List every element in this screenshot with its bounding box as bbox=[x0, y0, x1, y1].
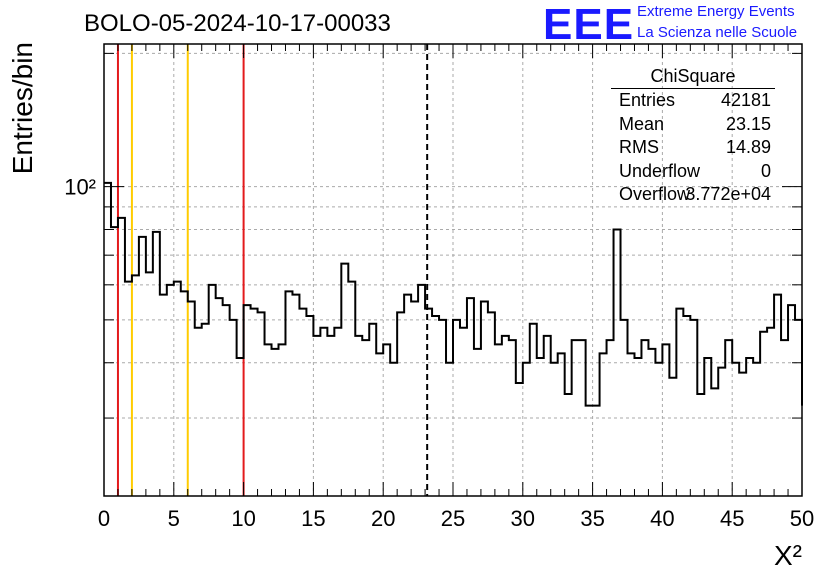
y-axis-title: Entries/bin bbox=[7, 42, 38, 174]
stats-row-overflow: Overflow 3.772e+04 bbox=[611, 183, 775, 207]
stats-row-mean: Mean 23.15 bbox=[611, 113, 775, 137]
histogram-series bbox=[104, 181, 803, 407]
stats-mean-value: 23.15 bbox=[725, 113, 771, 134]
stats-underflow-value: 0 bbox=[760, 160, 771, 181]
stats-rms-value: 14.89 bbox=[725, 137, 771, 157]
x-tick-label: 15 bbox=[301, 506, 325, 531]
stats-rms-label: RMS bbox=[619, 137, 659, 157]
x-tick-label: 25 bbox=[441, 506, 465, 531]
x-tick-label: 40 bbox=[650, 506, 674, 531]
chart-title: BOLO-05-2024-10-17-00033 bbox=[84, 10, 391, 37]
x-tick-label: 0 bbox=[98, 506, 110, 531]
x-tick-label: 30 bbox=[511, 506, 535, 531]
stats-underflow-label: Underflow bbox=[619, 160, 701, 181]
y-tick-label: 10² bbox=[64, 175, 96, 200]
eee-logo: EEE bbox=[543, 0, 635, 49]
stats-title: ChiSquare bbox=[611, 66, 775, 89]
x-tick-label: 20 bbox=[371, 506, 395, 531]
stats-row-rms: RMS 14.89 bbox=[611, 136, 775, 160]
x-tick-label: 35 bbox=[580, 506, 604, 531]
stats-entries-label: Entries bbox=[619, 90, 676, 110]
x-axis-title: X² bbox=[774, 540, 802, 571]
stats-entries-value: 42181 bbox=[720, 90, 771, 110]
x-tick-label: 10 bbox=[231, 506, 255, 531]
stats-row-entries: Entries 42181 bbox=[611, 89, 775, 113]
stats-overflow-label: Overflow bbox=[619, 184, 691, 204]
stats-row-underflow: Underflow 0 bbox=[611, 160, 775, 184]
stats-box: ChiSquare Entries 42181 Mean 23.15 RMS 1… bbox=[611, 66, 775, 207]
logo-line-2: La Scienza nelle Scuole bbox=[637, 24, 798, 41]
x-tick-label: 5 bbox=[168, 506, 180, 531]
x-tick-label: 45 bbox=[720, 506, 744, 531]
stats-mean-label: Mean bbox=[619, 113, 665, 134]
stats-overflow-value: 3.772e+04 bbox=[685, 184, 771, 204]
logo-line-1: Extreme Energy Events bbox=[637, 3, 795, 20]
x-tick-label: 50 bbox=[790, 506, 814, 531]
